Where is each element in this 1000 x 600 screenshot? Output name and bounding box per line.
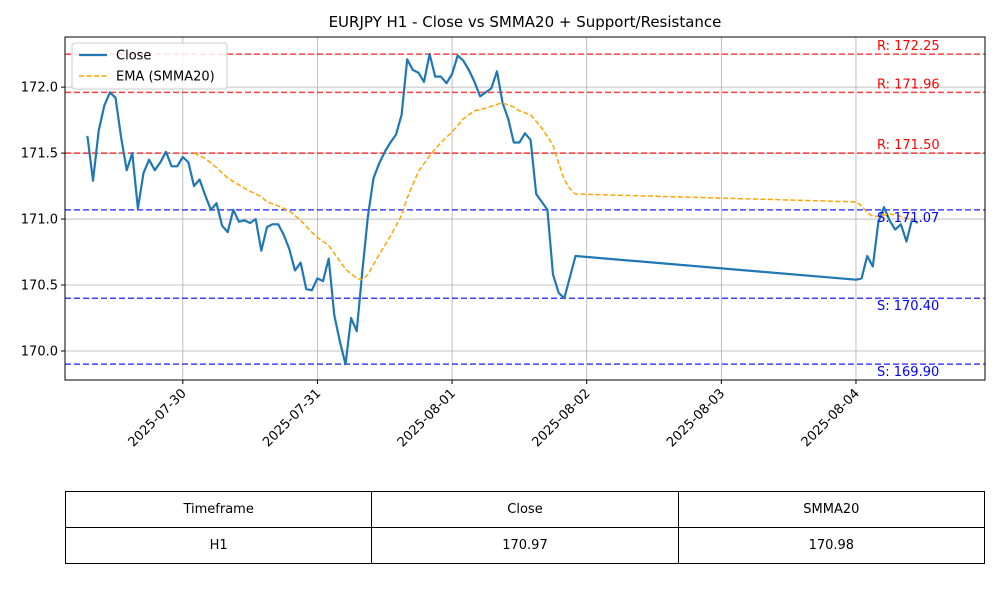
table-header-smma20: SMMA20 (677, 491, 986, 528)
plot-frame (64, 36, 986, 381)
y-tick-label: 171.0 (21, 213, 58, 228)
table-header-row: Timeframe Close SMMA20 (64, 491, 986, 528)
table-row: H1 170.97 170.98 (64, 527, 986, 564)
x-tick-label: 2025-07-30 (126, 386, 190, 450)
support-label: S: 170.40 (877, 299, 939, 314)
resistance-label: R: 171.50 (877, 138, 940, 153)
close-series-line (86, 53, 919, 366)
legend-box (71, 42, 228, 90)
table-cell-smma20: 170.98 (677, 527, 986, 564)
resistance-label: R: 172.25 (877, 39, 940, 54)
support-label: S: 169.90 (877, 365, 939, 380)
x-tick-label: 2025-08-01 (395, 386, 459, 450)
x-tick-label: 2025-08-03 (664, 386, 728, 450)
table-cell-close: 170.97 (371, 527, 679, 564)
x-tick-label: 2025-08-02 (529, 386, 593, 450)
chart: R: 172.25 R: 171.96 R: 171.50 S: 171.07 S: 1… (21, 13, 986, 450)
y-tick-label: 170.5 (21, 279, 58, 294)
y-tick-label: 170.0 (21, 344, 58, 359)
table-header-timeframe: Timeframe (64, 491, 373, 528)
x-tick-label: 2025-08-04 (799, 386, 863, 450)
summary-table: Timeframe Close SMMA20 H1 170.97 170.98 (64, 491, 986, 564)
y-tick-label: 171.5 (21, 147, 58, 162)
smma20-series-line (193, 102, 918, 281)
legend-entry: Close (116, 49, 151, 64)
table-cell-timeframe: H1 (64, 527, 373, 564)
support-label: S: 171.07 (877, 211, 939, 226)
legend-entry: EMA (SMMA20) (116, 70, 215, 85)
x-tick-label: 2025-07-31 (260, 386, 324, 450)
chart-title: EURJPY H1 - Close vs SMMA20 + Support/Re… (329, 13, 722, 31)
resistance-label: R: 171.96 (877, 77, 940, 92)
y-tick-label: 172.0 (21, 81, 58, 96)
table-header-close: Close (371, 491, 679, 528)
